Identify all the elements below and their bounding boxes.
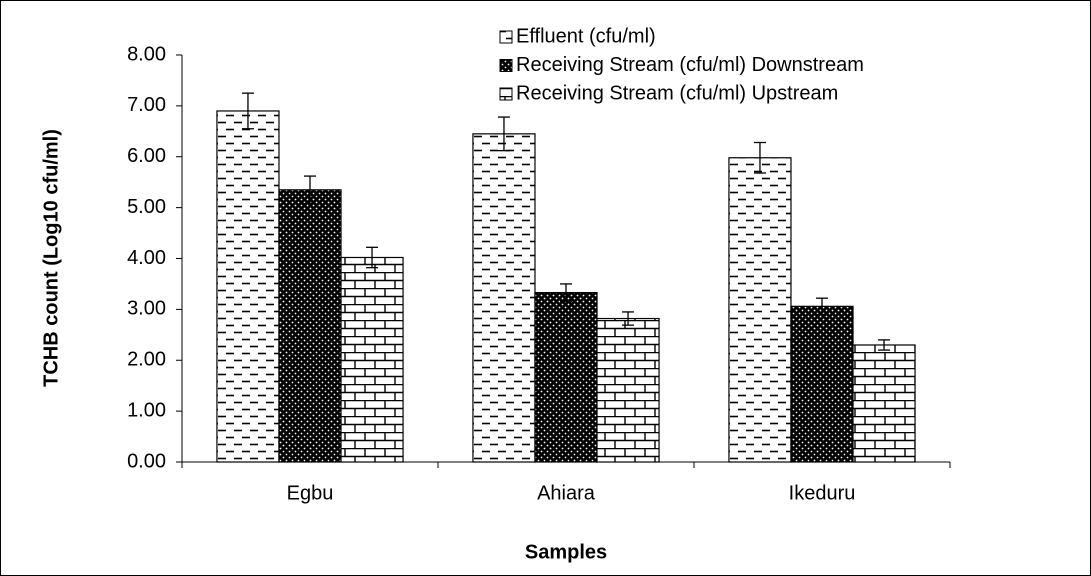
y-tick-label: 8.00 [127, 43, 166, 65]
legend-label: Effluent (cfu/ml) [516, 25, 656, 47]
y-tick-label: 6.00 [127, 145, 166, 167]
bar [728, 157, 792, 463]
y-axis-label: TCHB count (Log10 cfu/ml) [40, 129, 62, 387]
bar [340, 256, 404, 463]
x-axis-label: Samples [525, 541, 607, 563]
bar [278, 189, 342, 463]
legend-label: Receiving Stream (cfu/ml) Downstream [516, 54, 864, 76]
y-tick-label: 2.00 [127, 349, 166, 371]
bar [472, 133, 536, 463]
y-tick-label: 0.00 [127, 450, 166, 472]
legend-swatch [499, 87, 513, 101]
x-tick-label: Ikeduru [789, 482, 856, 504]
y-tick-label: 5.00 [127, 196, 166, 218]
y-tick-label: 4.00 [127, 247, 166, 269]
legend-swatch [499, 59, 513, 72]
x-tick-label: Egbu [287, 482, 334, 504]
y-tick-label: 3.00 [127, 298, 166, 320]
legend-label: Receiving Stream (cfu/ml) Upstream [516, 82, 838, 104]
y-tick-label: 7.00 [127, 94, 166, 116]
bar [534, 291, 598, 463]
bar [596, 317, 660, 463]
bar [852, 344, 916, 463]
bar [790, 305, 854, 463]
bar [216, 110, 280, 463]
x-tick-label: Ahiara [537, 482, 596, 504]
y-tick-label: 1.00 [127, 399, 166, 421]
legend-swatch [499, 30, 513, 44]
